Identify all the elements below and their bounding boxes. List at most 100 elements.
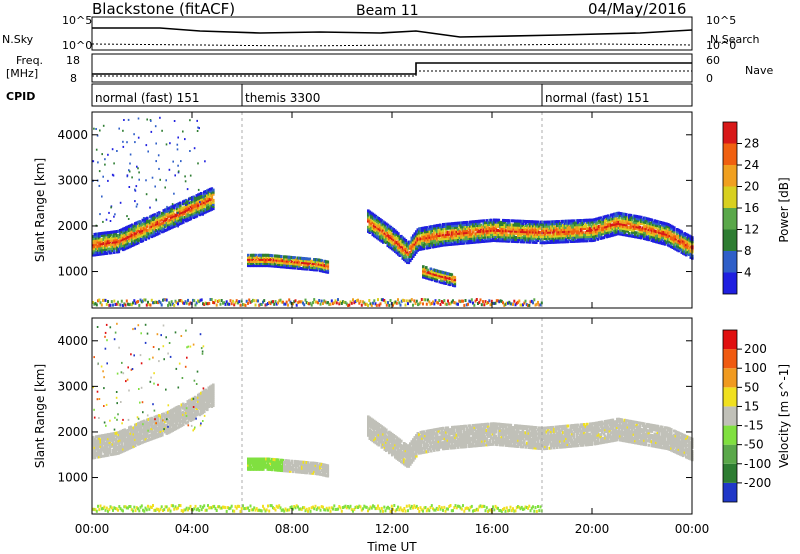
echo-cell — [134, 425, 137, 429]
echo-cell — [632, 226, 636, 230]
echo-cell — [179, 418, 182, 422]
echo-cell — [105, 237, 109, 241]
echo-cell — [533, 230, 537, 234]
ground-scatter-cell — [288, 298, 291, 302]
echo-cell — [126, 437, 130, 441]
echo-cell — [251, 255, 255, 259]
echo-cell — [168, 426, 172, 430]
echo-cell — [283, 463, 286, 467]
echo-cell — [278, 468, 282, 472]
echo-cell — [435, 279, 439, 283]
echo-cell — [505, 219, 508, 223]
echo-cell — [620, 218, 624, 222]
echo-cell — [419, 237, 423, 241]
echo-cell — [98, 250, 101, 254]
echo-cell — [298, 466, 301, 470]
echo-cell — [433, 241, 436, 245]
echo-cell — [144, 437, 148, 441]
ground-scatter-cell — [399, 303, 402, 307]
echo-cell — [578, 231, 582, 235]
echo-cell — [652, 225, 655, 229]
echo-cell — [634, 235, 637, 239]
echo-cell — [286, 467, 289, 471]
echo-cell — [568, 238, 571, 241]
echo-cell — [460, 233, 463, 237]
ground-scatter-cell — [415, 299, 418, 303]
echo-cell — [107, 437, 110, 441]
ground-scatter-cell — [385, 303, 388, 307]
echo-cell — [511, 223, 514, 227]
echo-cell — [319, 265, 322, 268]
echo-cell — [577, 233, 580, 237]
echo-cell — [550, 224, 553, 228]
echo-cell — [305, 265, 309, 269]
echo-cell — [158, 223, 161, 227]
echo-cell — [131, 431, 134, 435]
echo-cell — [144, 429, 148, 433]
echo-cell — [638, 221, 642, 225]
echo-cell — [102, 448, 106, 452]
echo-cell — [125, 232, 128, 236]
echo-cell — [212, 387, 215, 391]
ground-scatter-cell — [403, 299, 406, 303]
echo-cell — [518, 234, 522, 237]
echo-cell — [437, 275, 440, 279]
echo-cell — [395, 249, 399, 253]
echo-cell — [529, 236, 532, 240]
echo-cell — [422, 226, 426, 230]
echo-cell — [665, 232, 669, 236]
echo-cell — [373, 224, 376, 227]
echo-cell — [275, 254, 279, 258]
echo-cell — [668, 238, 672, 242]
echo-cell — [458, 223, 462, 227]
echo-cell — [114, 244, 118, 248]
echo-cell — [322, 463, 325, 467]
echo-cell — [108, 434, 112, 438]
echo-cell — [144, 425, 148, 429]
echo-cell — [421, 226, 424, 230]
echo-cell — [209, 194, 212, 198]
echo-cell — [571, 231, 574, 235]
echo-cell — [434, 242, 438, 246]
echo-cell — [629, 224, 633, 228]
echo-cell — [284, 265, 288, 269]
echo-cell — [210, 193, 214, 197]
echo-cell — [455, 221, 459, 225]
echo-cell — [491, 220, 495, 224]
echo-cell — [93, 241, 97, 245]
echo-cell — [186, 212, 190, 216]
ground-scatter-cell — [382, 298, 384, 302]
echo-cell — [463, 227, 466, 231]
ground-scatter-cell — [239, 303, 242, 307]
echo-cell — [274, 468, 277, 472]
echo-cell — [138, 232, 142, 236]
echo-cell — [664, 230, 667, 234]
ground-scatter-cell — [494, 301, 497, 305]
echo-cell — [147, 438, 151, 442]
echo-cell — [380, 443, 384, 447]
echo-cell — [470, 238, 474, 242]
ground-scatter-cell — [332, 302, 334, 306]
echo-cell — [649, 232, 652, 236]
ground-scatter-cell — [308, 302, 311, 306]
echo-cell — [623, 233, 627, 237]
echo-cell — [605, 227, 609, 231]
echo-cell — [682, 239, 685, 243]
echo-cell — [491, 237, 495, 240]
ground-scatter-cell — [140, 300, 143, 304]
echo-cell — [180, 403, 184, 407]
echo-cell — [628, 221, 631, 225]
echo-cell — [415, 234, 418, 238]
echo-cell — [138, 440, 142, 443]
echo-cell — [613, 223, 616, 226]
echo-cell — [491, 234, 495, 238]
echo-cell — [138, 431, 142, 435]
echo-cell — [128, 237, 131, 241]
echo-cell — [679, 246, 682, 249]
echo-cell — [308, 257, 312, 261]
echo-cell — [122, 229, 125, 233]
echo-cell — [629, 226, 633, 230]
echo-cell — [159, 224, 163, 228]
echo-cell — [512, 225, 516, 229]
echo-cell — [511, 235, 514, 239]
